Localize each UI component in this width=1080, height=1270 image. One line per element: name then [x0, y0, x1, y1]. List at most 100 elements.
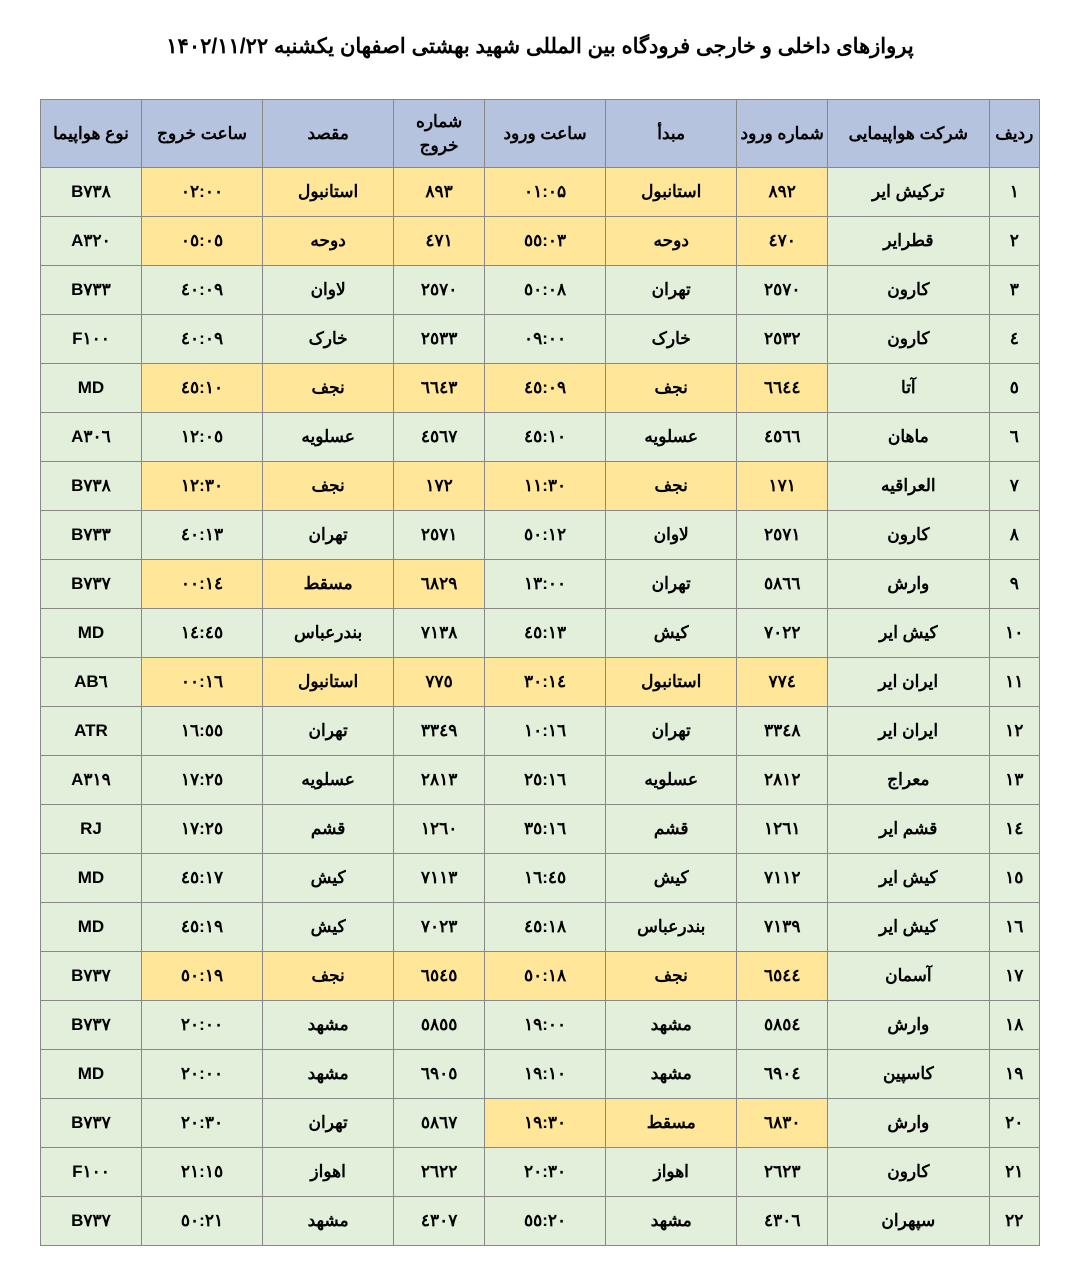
cell-dest: استانبول	[263, 658, 394, 707]
cell-out-time: ۱۲:۳۰	[141, 462, 262, 511]
cell-type: MD	[41, 1050, 142, 1099]
cell-row: ۲	[989, 217, 1039, 266]
cell-dest: اهواز	[263, 1148, 394, 1197]
cell-in-no: ۷۱۳۹	[737, 903, 828, 952]
cell-dest: استانبول	[263, 168, 394, 217]
cell-type: MD	[41, 903, 142, 952]
table-row: ٤کارون۲٥۳۲خارک۰۹:۰۰۲٥۳۳خارک۰۹:٤۰F۱۰۰	[41, 315, 1040, 364]
cell-in-time: ۱۹:۱۰	[485, 1050, 606, 1099]
cell-origin: قشم	[606, 805, 737, 854]
cell-row: ۸	[989, 511, 1039, 560]
cell-origin: دوحه	[606, 217, 737, 266]
cell-out-time: ۱۹:٤٥	[141, 903, 262, 952]
cell-out-time: ۱۲:۰٥	[141, 413, 262, 462]
cell-in-no: ۲٥۷۱	[737, 511, 828, 560]
cell-airline: آتا	[828, 364, 989, 413]
cell-row: ۱۱	[989, 658, 1039, 707]
cell-airline: وارش	[828, 1001, 989, 1050]
cell-origin: نجف	[606, 364, 737, 413]
cell-in-no: ٥۸٥٤	[737, 1001, 828, 1050]
cell-airline: وارش	[828, 560, 989, 609]
cell-origin: اهواز	[606, 1148, 737, 1197]
cell-type: A۳۲۰	[41, 217, 142, 266]
cell-origin: نجف	[606, 462, 737, 511]
cell-in-time: ۲۰:٥٥	[485, 1197, 606, 1246]
cell-in-no: ٦٥٤٤	[737, 952, 828, 1001]
cell-airline: کیش ایر	[828, 609, 989, 658]
cell-in-no: ۲٥۷۰	[737, 266, 828, 315]
cell-in-time: ۱۲:٥۰	[485, 511, 606, 560]
table-row: ۱۰کیش ایر۷۰۲۲کیش۱۳:٤٥۷۱۳۸بندرعباس۱٤:٤٥MD	[41, 609, 1040, 658]
cell-dest: تهران	[263, 511, 394, 560]
cell-in-time: ۱۳:۰۰	[485, 560, 606, 609]
table-row: ۸کارون۲٥۷۱لاوان۱۲:٥۰۲٥۷۱تهران۱۳:٤۰B۷۳۳	[41, 511, 1040, 560]
cell-in-time: ۱٦:۲٥	[485, 756, 606, 805]
cell-out-time: ۲۱:٥۰	[141, 1197, 262, 1246]
cell-out-no: ٤۷۱	[394, 217, 485, 266]
cell-in-time: ۱٦:۳٥	[485, 805, 606, 854]
cell-airline: العراقیه	[828, 462, 989, 511]
cell-dest: تهران	[263, 1099, 394, 1148]
table-row: ۱۲ایران ایر۳۳٤۸تهران۱٦:۱۰۳۳٤۹تهران۱٦:٥٥A…	[41, 707, 1040, 756]
cell-row: ٦	[989, 413, 1039, 462]
cell-in-time: ۰۹:۰۰	[485, 315, 606, 364]
cell-out-time: ۱٦:۰۰	[141, 658, 262, 707]
cell-in-time: ۱۱:۳۰	[485, 462, 606, 511]
cell-out-time: ۱۷:٤٥	[141, 854, 262, 903]
cell-in-no: ۱۷۱	[737, 462, 828, 511]
cell-out-no: ۸۹۳	[394, 168, 485, 217]
cell-in-no: ٤۷۰	[737, 217, 828, 266]
cell-in-time: ۰۳:٥٥	[485, 217, 606, 266]
cell-in-time: ۲۰:۳۰	[485, 1148, 606, 1197]
cell-dest: عسلویه	[263, 756, 394, 805]
cell-in-time: ۱۸:٥۰	[485, 952, 606, 1001]
col-origin: مبدأ	[606, 100, 737, 168]
cell-row: ۱	[989, 168, 1039, 217]
table-row: ۲۲سپهران٤۳۰٦مشهد۲۰:٥٥٤۳۰۷مشهد۲۱:٥۰B۷۳۷	[41, 1197, 1040, 1246]
col-dest: مقصد	[263, 100, 394, 168]
col-out-no: شماره خروج	[394, 100, 485, 168]
cell-out-no: ٤۳۰۷	[394, 1197, 485, 1246]
cell-row: ۲۲	[989, 1197, 1039, 1246]
table-row: ۷العراقیه۱۷۱نجف۱۱:۳۰۱۷۲نجف۱۲:۳۰B۷۳۸	[41, 462, 1040, 511]
cell-out-no: ٦٦٤۳	[394, 364, 485, 413]
table-row: ۱۳معراج۲۸۱۲عسلویه۱٦:۲٥۲۸۱۳عسلویه۱۷:۲٥A۳۱…	[41, 756, 1040, 805]
cell-origin: نجف	[606, 952, 737, 1001]
table-row: ٥آتا٦٦٤٤نجف۰۹:٤٥٦٦٤۳نجف۱۰:٤٥MD	[41, 364, 1040, 413]
cell-origin: کیش	[606, 854, 737, 903]
cell-out-time: ۲۱:۱٥	[141, 1148, 262, 1197]
cell-out-no: ۷۰۲۳	[394, 903, 485, 952]
cell-row: ۳	[989, 266, 1039, 315]
cell-in-time: ۱۹:۳۰	[485, 1099, 606, 1148]
cell-in-time: ۱٦:۱۰	[485, 707, 606, 756]
cell-in-no: ٤٥٦٦	[737, 413, 828, 462]
cell-row: ۱۷	[989, 952, 1039, 1001]
cell-origin: استانبول	[606, 658, 737, 707]
flights-table: ردیف شرکت هواپیمایی شماره ورود مبدأ ساعت…	[40, 99, 1040, 1246]
cell-row: ۱۳	[989, 756, 1039, 805]
cell-type: B۷۳۷	[41, 1099, 142, 1148]
cell-type: B۷۳۸	[41, 168, 142, 217]
cell-dest: مشهد	[263, 1001, 394, 1050]
cell-out-no: ۱۷۲	[394, 462, 485, 511]
cell-out-time: ۲۰:۰۰	[141, 1001, 262, 1050]
cell-out-time: ۱۳:٤۰	[141, 511, 262, 560]
cell-airline: ماهان	[828, 413, 989, 462]
cell-out-time: ۱۰:٤٥	[141, 364, 262, 413]
table-row: ۳کارون۲٥۷۰تهران۰۸:٥۰۲٥۷۰لاوان۰۹:٤۰B۷۳۳	[41, 266, 1040, 315]
cell-airline: کیش ایر	[828, 903, 989, 952]
cell-type: A۳۰٦	[41, 413, 142, 462]
cell-row: ۷	[989, 462, 1039, 511]
cell-origin: استانبول	[606, 168, 737, 217]
cell-in-no: ۲٦۲۳	[737, 1148, 828, 1197]
col-in-time: ساعت ورود	[485, 100, 606, 168]
cell-row: ۲۱	[989, 1148, 1039, 1197]
cell-in-no: ۲٥۳۲	[737, 315, 828, 364]
cell-origin: مسقط	[606, 1099, 737, 1148]
cell-in-time: ۰۹:٤٥	[485, 364, 606, 413]
cell-in-no: ۲۸۱۲	[737, 756, 828, 805]
col-airline: شرکت هواپیمایی	[828, 100, 989, 168]
table-row: ۱۹کاسپین٦۹۰٤مشهد۱۹:۱۰٦۹۰٥مشهد۲۰:۰۰MD	[41, 1050, 1040, 1099]
cell-airline: ایران ایر	[828, 658, 989, 707]
cell-origin: خارک	[606, 315, 737, 364]
